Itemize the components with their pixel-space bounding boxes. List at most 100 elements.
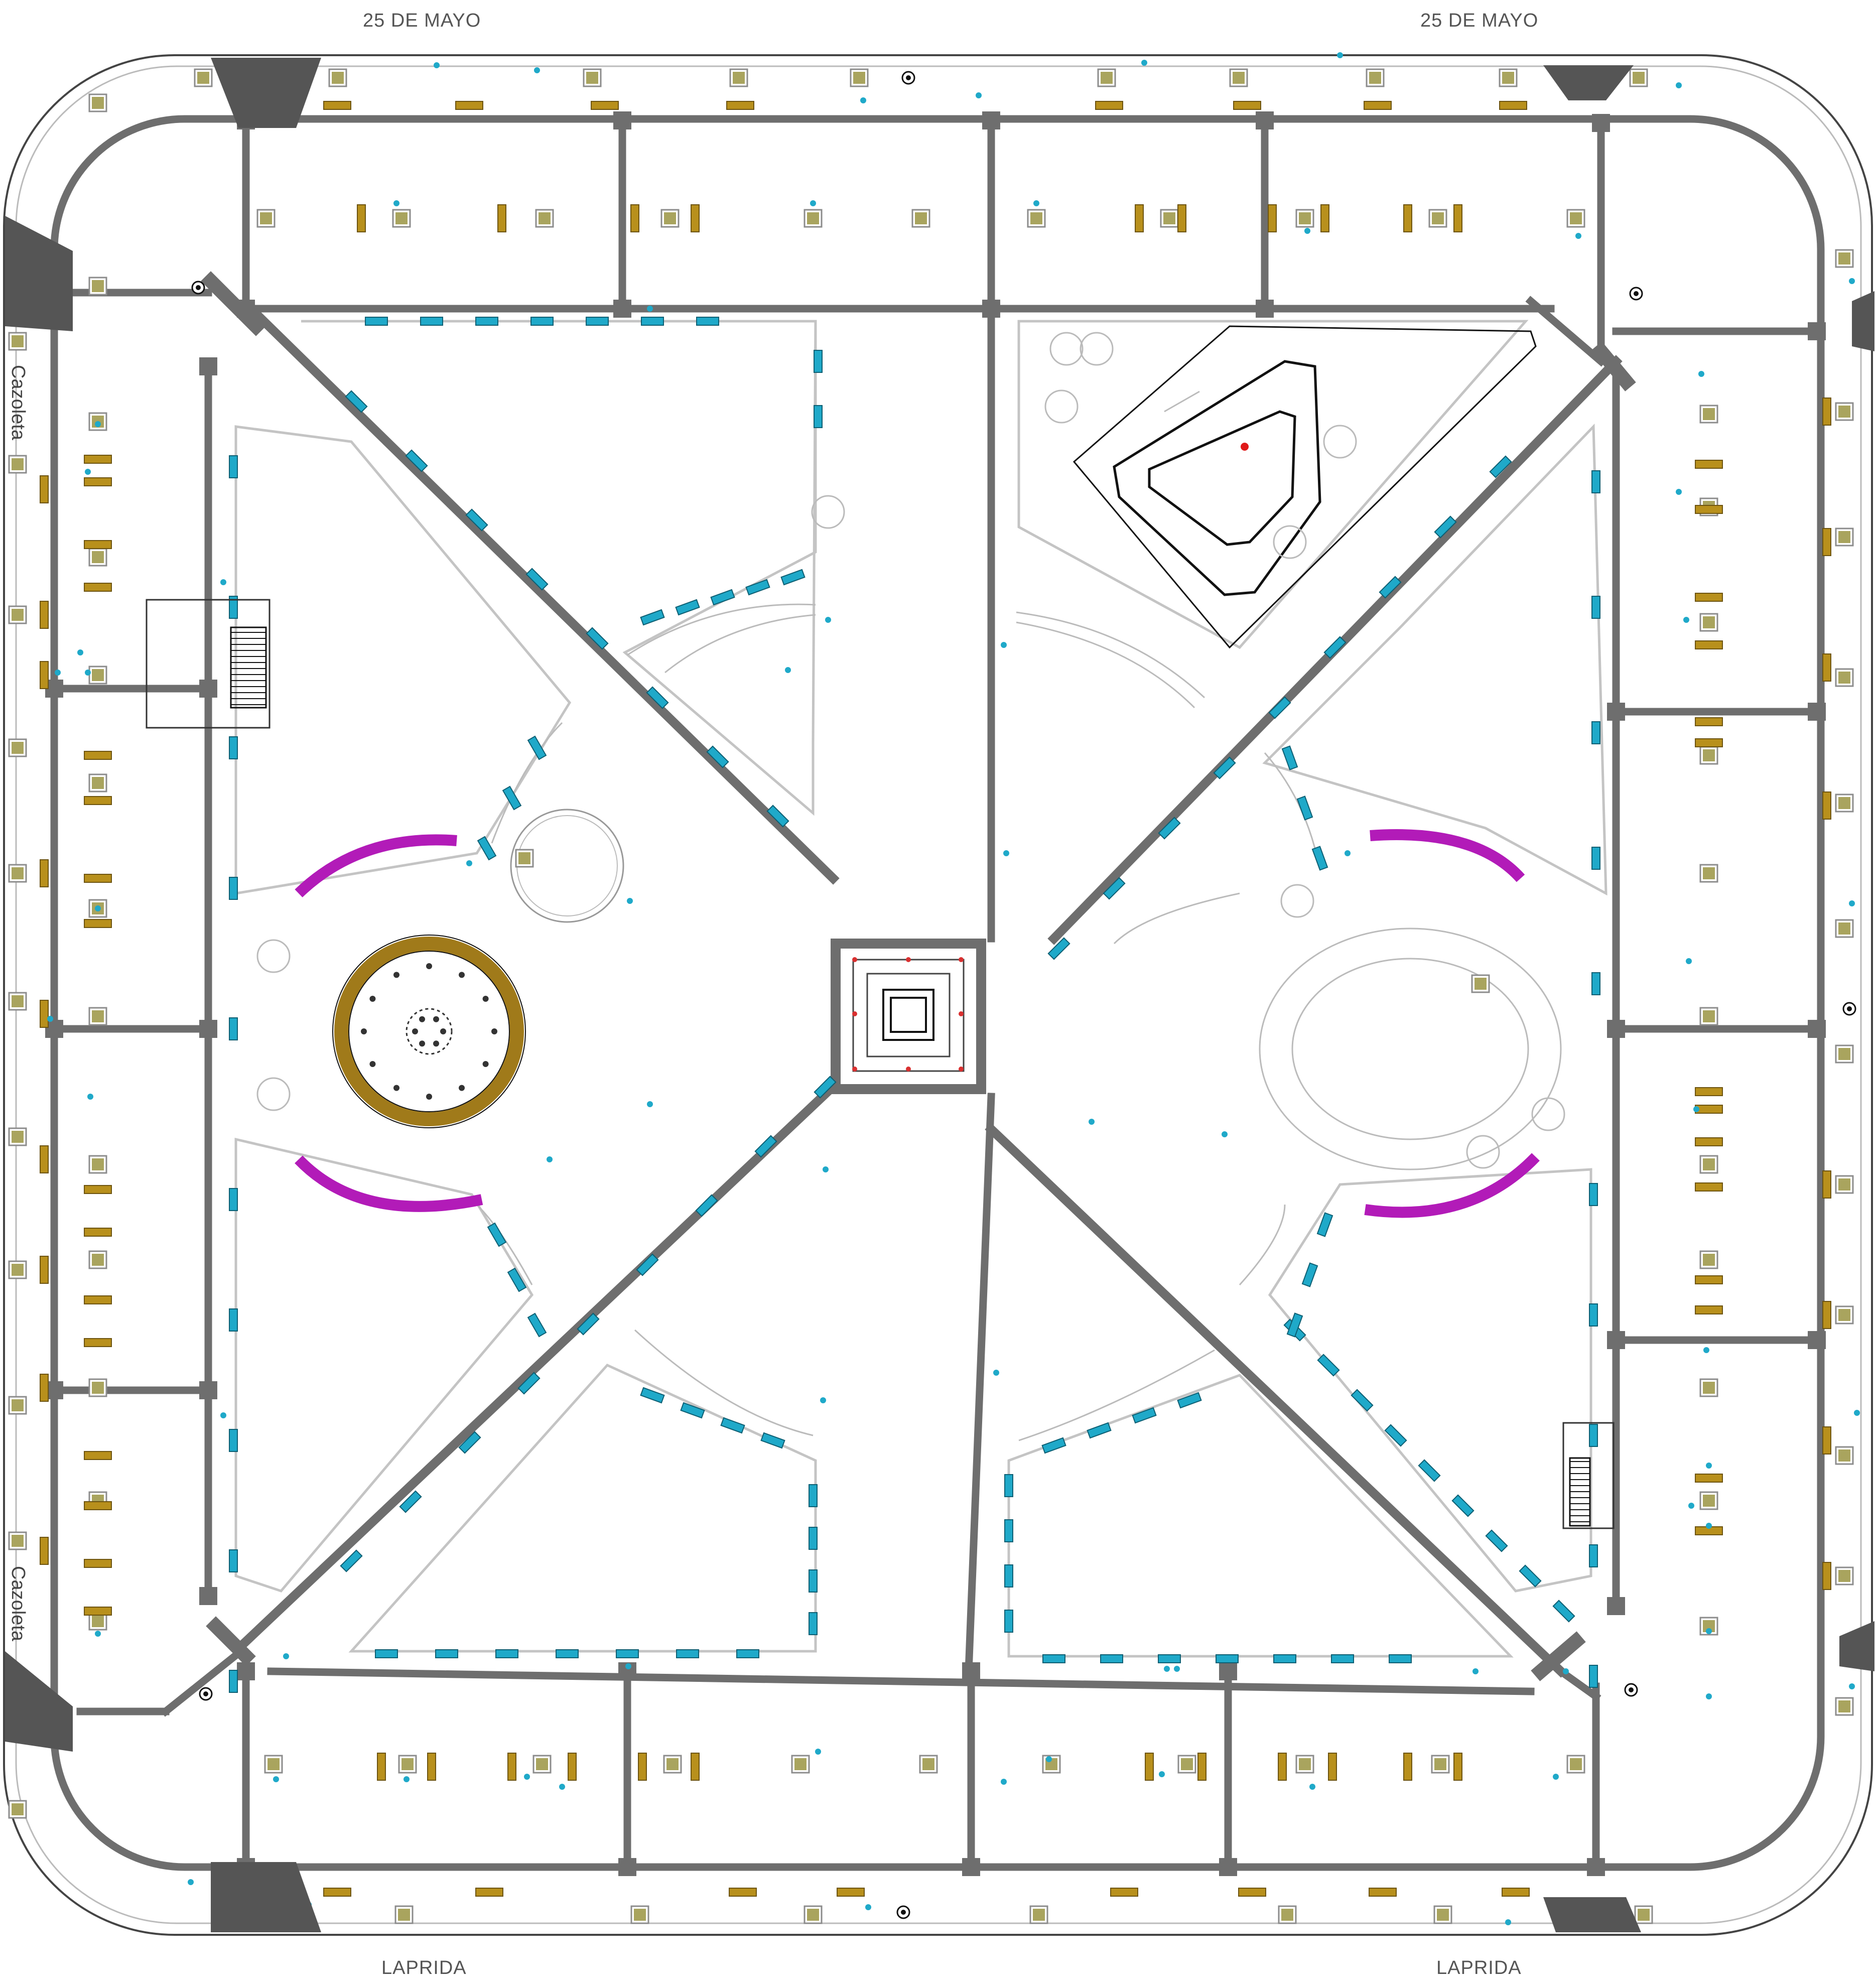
blue-seating [229, 317, 1600, 1693]
lamp-post [1849, 900, 1855, 906]
bench [40, 1145, 49, 1173]
monument-bollard [852, 1067, 857, 1072]
central-features [332, 325, 1562, 1170]
monument-bollard [959, 1011, 964, 1016]
tree-canopy [1838, 1048, 1850, 1060]
blue-bench-segment [710, 589, 735, 606]
tree-canopy [1233, 72, 1245, 84]
lamp-post [647, 306, 653, 312]
blue-bench-segment [1589, 1544, 1598, 1567]
bench [726, 101, 754, 110]
tree-canopy [1033, 1909, 1045, 1921]
lamp-post [524, 1774, 530, 1780]
hydrant-dot [1847, 1006, 1852, 1011]
blue-bench-segment [405, 449, 428, 472]
blue-bench-segment [640, 1387, 665, 1404]
bench [1695, 1275, 1723, 1284]
bench [1822, 1301, 1831, 1329]
playground-marker [1241, 443, 1249, 451]
blue-bench-segment [229, 1188, 238, 1211]
tree-canopy [536, 1758, 548, 1770]
bench [84, 477, 112, 486]
blue-bench-segment [502, 785, 522, 811]
tree-canopy [1502, 72, 1514, 84]
magenta-curved-bench [1364, 1153, 1540, 1218]
bench [1695, 1305, 1723, 1314]
blue-bench-segment [616, 1649, 639, 1658]
fountain-jet [491, 1028, 497, 1034]
tree-canopy [1703, 749, 1715, 761]
lamp-post [1472, 1668, 1479, 1674]
bench [1695, 593, 1723, 602]
arc-path [627, 603, 816, 656]
arc-path [1113, 892, 1240, 945]
blue-bench-segment [1384, 1424, 1407, 1447]
playground-track-inner [1148, 410, 1296, 546]
fountain-rim [334, 937, 524, 1126]
monument-top [890, 997, 927, 1033]
tree-canopy [398, 1909, 410, 1921]
tree-canopy [12, 1535, 24, 1547]
lamp-post [1309, 1784, 1315, 1790]
bench [40, 661, 49, 689]
lamp-post [625, 1663, 631, 1669]
tree-canopy [922, 1758, 934, 1770]
garden-bed-edge [348, 1363, 817, 1653]
lamp-post [273, 1776, 279, 1782]
tree-canopy [1432, 212, 1444, 224]
lamp-post [1046, 1756, 1052, 1762]
tree-canopy [1838, 1700, 1850, 1712]
bench [377, 1753, 386, 1781]
lamp-post [1686, 958, 1692, 964]
walkways [45, 111, 1826, 1876]
lamp-post [1706, 1523, 1712, 1529]
blue-bench-segment [1418, 1459, 1441, 1482]
playground-boundary [1073, 325, 1537, 649]
path-junction-post [982, 111, 1000, 129]
blue-bench-segment [340, 1549, 363, 1572]
lamp-post [1698, 371, 1704, 377]
bench [691, 204, 700, 232]
bench [1822, 653, 1831, 682]
path-junction-post [613, 300, 631, 318]
bench [40, 1000, 49, 1028]
arc-path [1239, 1204, 1286, 1286]
blue-bench-segment [696, 317, 719, 326]
tree-canopy [1838, 406, 1850, 418]
corner-ramps [5, 58, 1874, 1932]
path-junction-post [1808, 1020, 1826, 1038]
fountain-center-jet [433, 1016, 439, 1022]
tree-canopy [634, 1909, 646, 1921]
bench [507, 1753, 516, 1781]
blue-bench-segment [1591, 847, 1600, 870]
existing-tree-circle [1466, 1135, 1500, 1169]
tree-canopy [1703, 867, 1715, 879]
blue-bench-segment [1379, 576, 1402, 599]
blue-bench-segment [809, 1569, 818, 1593]
blue-bench-segment [530, 317, 554, 326]
blue-bench-segment [1103, 877, 1126, 900]
blue-bench-segment [680, 1402, 705, 1419]
tree-canopy [12, 335, 24, 347]
bench [84, 919, 112, 928]
lamp-post [1345, 850, 1351, 856]
bench [84, 1559, 112, 1568]
tree-canopy [1570, 212, 1582, 224]
tree-canopy [1703, 1382, 1715, 1394]
blue-bench-segment [676, 1649, 699, 1658]
blue-bench-segment [1351, 1389, 1374, 1412]
blue-bench-segment [1589, 1665, 1598, 1688]
bench [84, 874, 112, 883]
east-oval-inner [1291, 958, 1529, 1140]
existing-tree-circle [1280, 884, 1314, 918]
lamp-post [188, 1879, 194, 1885]
path-junction-post [1587, 1858, 1605, 1876]
tree-canopy [92, 551, 104, 563]
tree-canopy [1299, 1758, 1311, 1770]
tree-canopy [1838, 1309, 1850, 1321]
blue-bench-segment [760, 1432, 785, 1449]
monument-bollard [906, 957, 911, 962]
lamp-post [785, 667, 791, 673]
blue-bench-segment [1216, 1654, 1239, 1663]
tree-canopy [332, 72, 344, 84]
